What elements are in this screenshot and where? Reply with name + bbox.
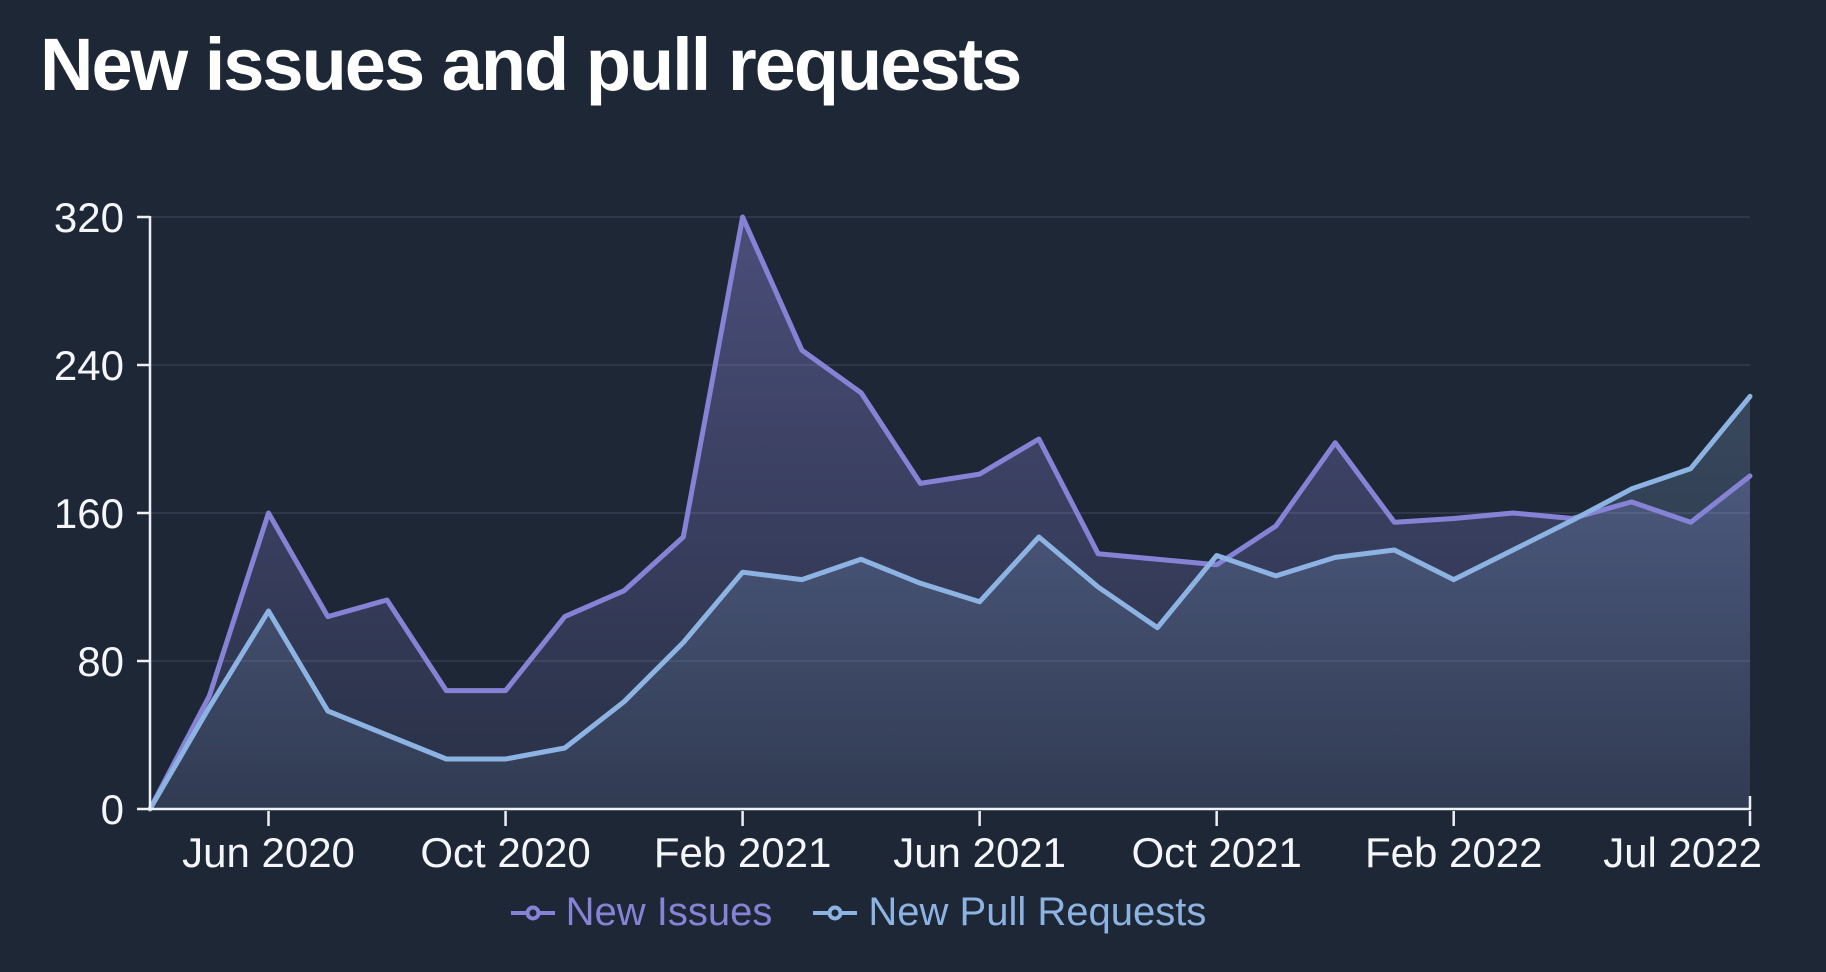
y-tick-label: 240 (54, 342, 124, 389)
x-axis: Jun 2020 Oct 2020 Feb 2021 Jun 2021 Oct 2021… (148, 796, 1762, 876)
legend-item-new-issues[interactable]: New Issues (510, 890, 773, 935)
series-areas (150, 217, 1750, 809)
x-tick-label: Feb 2021 (654, 829, 831, 876)
legend-label: New Issues (565, 890, 773, 934)
x-tick-label: Feb 2022 (1365, 829, 1542, 876)
legend-marker-new-pull-requests (813, 905, 858, 920)
x-tick-label: Jun 2021 (893, 829, 1066, 876)
legend-label: New Pull Requests (868, 890, 1207, 934)
x-tick-label: Jul 2022 (1603, 829, 1762, 876)
chart-legend: New Issues New Pull Requests (0, 890, 1771, 935)
series-area-1 (150, 396, 1750, 809)
legend-item-new-pull-requests[interactable]: New Pull Requests (812, 890, 1206, 935)
x-tick-label: Oct 2021 (1131, 829, 1301, 876)
series-line-0 (147, 214, 1753, 812)
y-tick-label: 320 (54, 194, 124, 241)
y-tick-label: 160 (54, 490, 124, 537)
page-title: New issues and pull requests (40, 23, 1022, 106)
y-tick-label: 80 (77, 638, 124, 685)
legend-marker-new-issues (510, 905, 555, 920)
x-tick-label: Oct 2020 (420, 829, 590, 876)
y-axis: 0 80 160 240 320 (54, 194, 152, 833)
y-tick-label: 0 (101, 786, 124, 833)
series-line-1 (147, 393, 1753, 812)
x-tick-label: Jun 2020 (182, 829, 355, 876)
series-lines (147, 214, 1753, 812)
